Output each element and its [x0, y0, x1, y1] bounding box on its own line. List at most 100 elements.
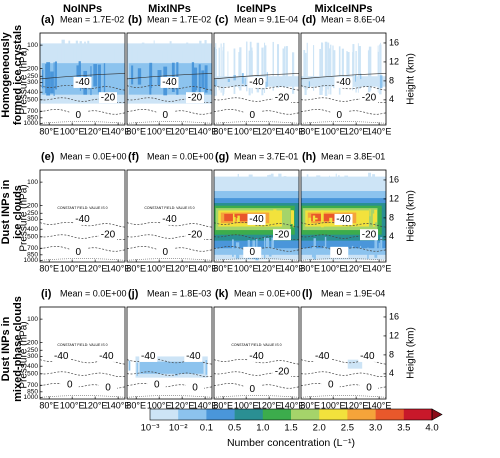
y-tick-label: 250	[27, 347, 38, 354]
shading-streak	[266, 72, 268, 87]
shading-streak	[327, 42, 330, 90]
contour-label: -20	[101, 92, 116, 103]
shading-streak	[290, 210, 294, 225]
x-tick-label: 80°E	[126, 126, 146, 136]
contour-label: -20	[188, 92, 203, 103]
shading-streak	[149, 368, 151, 374]
colorbar-tick-label: 4.0	[425, 423, 438, 434]
y2-tick-label: 8	[389, 212, 394, 222]
panel-mean: Mean = 9.1E-04	[234, 14, 298, 24]
shading-streak	[131, 65, 134, 85]
shading-streak	[268, 247, 272, 257]
shading-streak	[355, 74, 356, 82]
shading-streak	[319, 48, 322, 95]
x-tick-label: 140°E	[367, 263, 392, 273]
shading-streak	[304, 52, 307, 96]
contour-label-bg	[243, 383, 262, 395]
y-tick-label: 850	[27, 115, 38, 122]
shading-streak	[214, 47, 216, 97]
shading-streak	[103, 63, 106, 97]
panel-label: (i)	[41, 288, 52, 300]
shading-streak	[204, 65, 208, 93]
constant-field-note: CONSTANT FIELD: VALUE IS 0	[231, 343, 281, 347]
x-tick-label: 140°E	[193, 400, 218, 410]
x-tick-label: 100°E	[60, 400, 85, 410]
contour-label: -40	[99, 351, 114, 362]
x-tick-label: 80°E	[300, 400, 320, 410]
x-tick-label: 120°E	[83, 263, 108, 273]
shading-streak	[346, 51, 348, 88]
shading-streak	[332, 45, 334, 86]
shading-streak	[256, 42, 260, 93]
y-tick-label: 200	[27, 65, 38, 72]
x-tick-label: 120°E	[170, 400, 195, 410]
x-tick-label: 100°E	[234, 126, 259, 136]
x-tick-label: 80°E	[213, 263, 233, 273]
colorbar-tick-label: 3.5	[397, 423, 410, 434]
contour-label: 0	[249, 110, 255, 121]
contour-label-bg	[360, 229, 378, 241]
contour-label-bg	[97, 350, 116, 362]
shading-streak	[276, 44, 280, 88]
colorbar-segment	[234, 409, 264, 420]
contour-label-bg	[184, 350, 203, 362]
isotherm	[39, 221, 126, 228]
contour-label-bg	[99, 92, 117, 104]
shading-streak	[320, 210, 324, 228]
shading-streak	[136, 362, 138, 376]
x-tick-label: 140°E	[106, 126, 131, 136]
y2-tick-label: 12	[389, 193, 399, 203]
panel-label: (f)	[128, 151, 139, 163]
x-tick-label: 140°E	[193, 126, 218, 136]
shading-streak	[227, 78, 230, 83]
shading-streak	[143, 365, 147, 368]
shading-streak	[355, 50, 357, 93]
y2-tick-label: 8	[389, 349, 394, 359]
y-tick-label: 1000	[24, 257, 39, 264]
colorbar-extension	[431, 408, 443, 421]
panel-frame	[300, 169, 387, 263]
panel-label: (j)	[128, 288, 139, 300]
y-tick-label: 850	[27, 389, 38, 396]
contour-label: 0	[328, 379, 334, 390]
contour-label-bg	[99, 229, 117, 241]
panel-mean: Mean = 3.8E-01	[321, 151, 385, 161]
y2-tick-label: 16	[389, 311, 399, 321]
shading-streak	[273, 209, 277, 218]
contour-label: 0	[336, 247, 342, 258]
colorbar-segment	[150, 409, 179, 420]
shading-streak	[367, 247, 369, 259]
y-axis-label: Pressure (hPa)	[19, 184, 30, 251]
shading-streak	[308, 217, 312, 226]
shading-streak	[218, 47, 220, 91]
contour-label-bg	[52, 350, 71, 362]
shading-streak	[256, 238, 258, 251]
isotherm	[126, 84, 213, 91]
row-label: mixed-phase clouds	[12, 296, 24, 402]
y2-tick-label: 4	[389, 94, 394, 104]
x-tick-label: 100°E	[234, 400, 259, 410]
colorbar-tick-label: 0.5	[228, 423, 241, 434]
x-tick-label: 140°E	[280, 400, 305, 410]
contour-label: -20	[275, 229, 290, 240]
x-tick-label: 80°E	[213, 400, 233, 410]
contour-label: -20	[275, 92, 290, 103]
shading-streak	[347, 52, 350, 88]
y-tick-label: 200	[27, 339, 38, 346]
shading-streak	[323, 246, 326, 255]
panel-label: (c)	[215, 14, 229, 26]
contour-label: -40	[162, 77, 177, 88]
contour-label-bg	[186, 92, 204, 104]
contour-label-bg	[247, 76, 266, 88]
shading	[139, 361, 204, 374]
y2-axis-label: Height (km)	[406, 190, 417, 242]
shading-streak	[377, 45, 379, 93]
y-tick-label: 850	[27, 252, 38, 259]
contour-label: 0	[249, 247, 255, 258]
x-tick-label: 140°E	[367, 126, 392, 136]
colorbar-segment	[319, 409, 348, 420]
shading-streak	[159, 363, 162, 367]
y2-tick-label: 16	[389, 37, 399, 47]
x-tick-label: 80°E	[300, 263, 320, 273]
shading-streak	[165, 360, 167, 367]
